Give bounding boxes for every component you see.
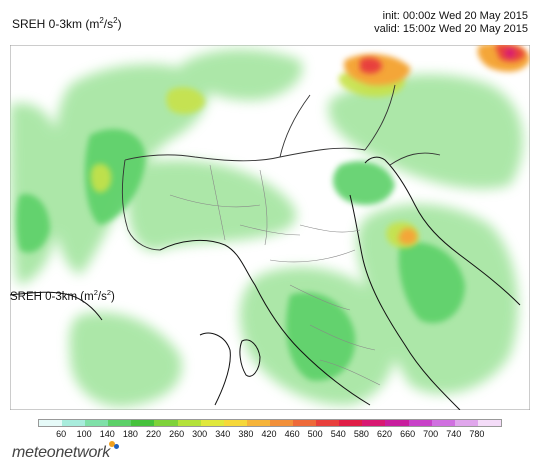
map-title: SREH 0-3km (m2/s2): [12, 16, 122, 31]
legend-swatch: [385, 420, 409, 426]
legend-swatch: [85, 420, 109, 426]
logo-dot-blue: [114, 444, 120, 449]
legend-swatch: [246, 420, 270, 426]
legend-swatch: [154, 420, 178, 426]
init-time: init: 00:00z Wed 20 May 2015: [382, 10, 528, 22]
legend-label: 420: [261, 429, 277, 439]
legend-swatch: [177, 420, 201, 426]
legend-label: 300: [192, 429, 208, 439]
sreh-field: [10, 45, 530, 407]
legend-label: 180: [122, 429, 138, 439]
map-overlay-label: SREH 0-3km (m2/s2): [10, 288, 115, 303]
legend-label: 340: [215, 429, 231, 439]
legend-swatch: [408, 420, 432, 426]
meteonetwork-logo: meteonetwork: [12, 441, 121, 462]
coastlines: [10, 156, 521, 410]
legend-label: 540: [330, 429, 346, 439]
legend-label: 220: [145, 429, 162, 439]
legend-label: 500: [307, 429, 323, 439]
legend-swatch: [223, 420, 247, 426]
legend-label: 460: [284, 429, 300, 439]
legend-label: 260: [169, 429, 185, 439]
legend-label: 780: [469, 429, 485, 439]
legend-swatch: [339, 420, 363, 426]
legend-label: 740: [446, 429, 462, 439]
legend-swatch: [131, 420, 155, 426]
legend-swatch: [454, 420, 478, 426]
legend-swatch: [316, 420, 340, 426]
legend-labels: 60 100 140 180 220 260 300 340 380 420 460 500 540 58…: [38, 429, 500, 441]
legend-label: 100: [76, 429, 92, 439]
logo-dot-orange: [109, 441, 116, 447]
legend-label: 380: [238, 429, 254, 439]
color-legend: 60 100 140 180 220 260 300 340 380 420 460 500 540 58…: [38, 419, 502, 441]
legend-swatch: [62, 420, 86, 426]
legend-swatch: [431, 420, 455, 426]
run-times: init: 00:00z Wed 20 May 2015 valid: 15:0…: [374, 10, 528, 36]
legend-label: 60: [56, 429, 67, 439]
legend-label: 700: [423, 429, 439, 439]
valid-time: valid: 15:00z Wed 20 May 2015: [374, 23, 528, 35]
legend-swatch: [39, 420, 63, 426]
legend-swatch: [477, 420, 501, 426]
legend-swatch: [200, 420, 224, 426]
legend-label: 660: [400, 429, 416, 439]
legend-swatch: [108, 420, 132, 426]
regional-boundaries: [169, 164, 381, 386]
forecast-map: [10, 45, 530, 410]
legend-swatch: [293, 420, 317, 426]
legend-label: 580: [353, 429, 369, 439]
legend-label: 140: [99, 429, 115, 439]
national-borders: [121, 84, 441, 251]
legend-label: 620: [376, 429, 393, 439]
legend-swatch: [269, 420, 294, 426]
legend-swatch: [362, 420, 386, 426]
legend-color-bar: [38, 419, 502, 427]
